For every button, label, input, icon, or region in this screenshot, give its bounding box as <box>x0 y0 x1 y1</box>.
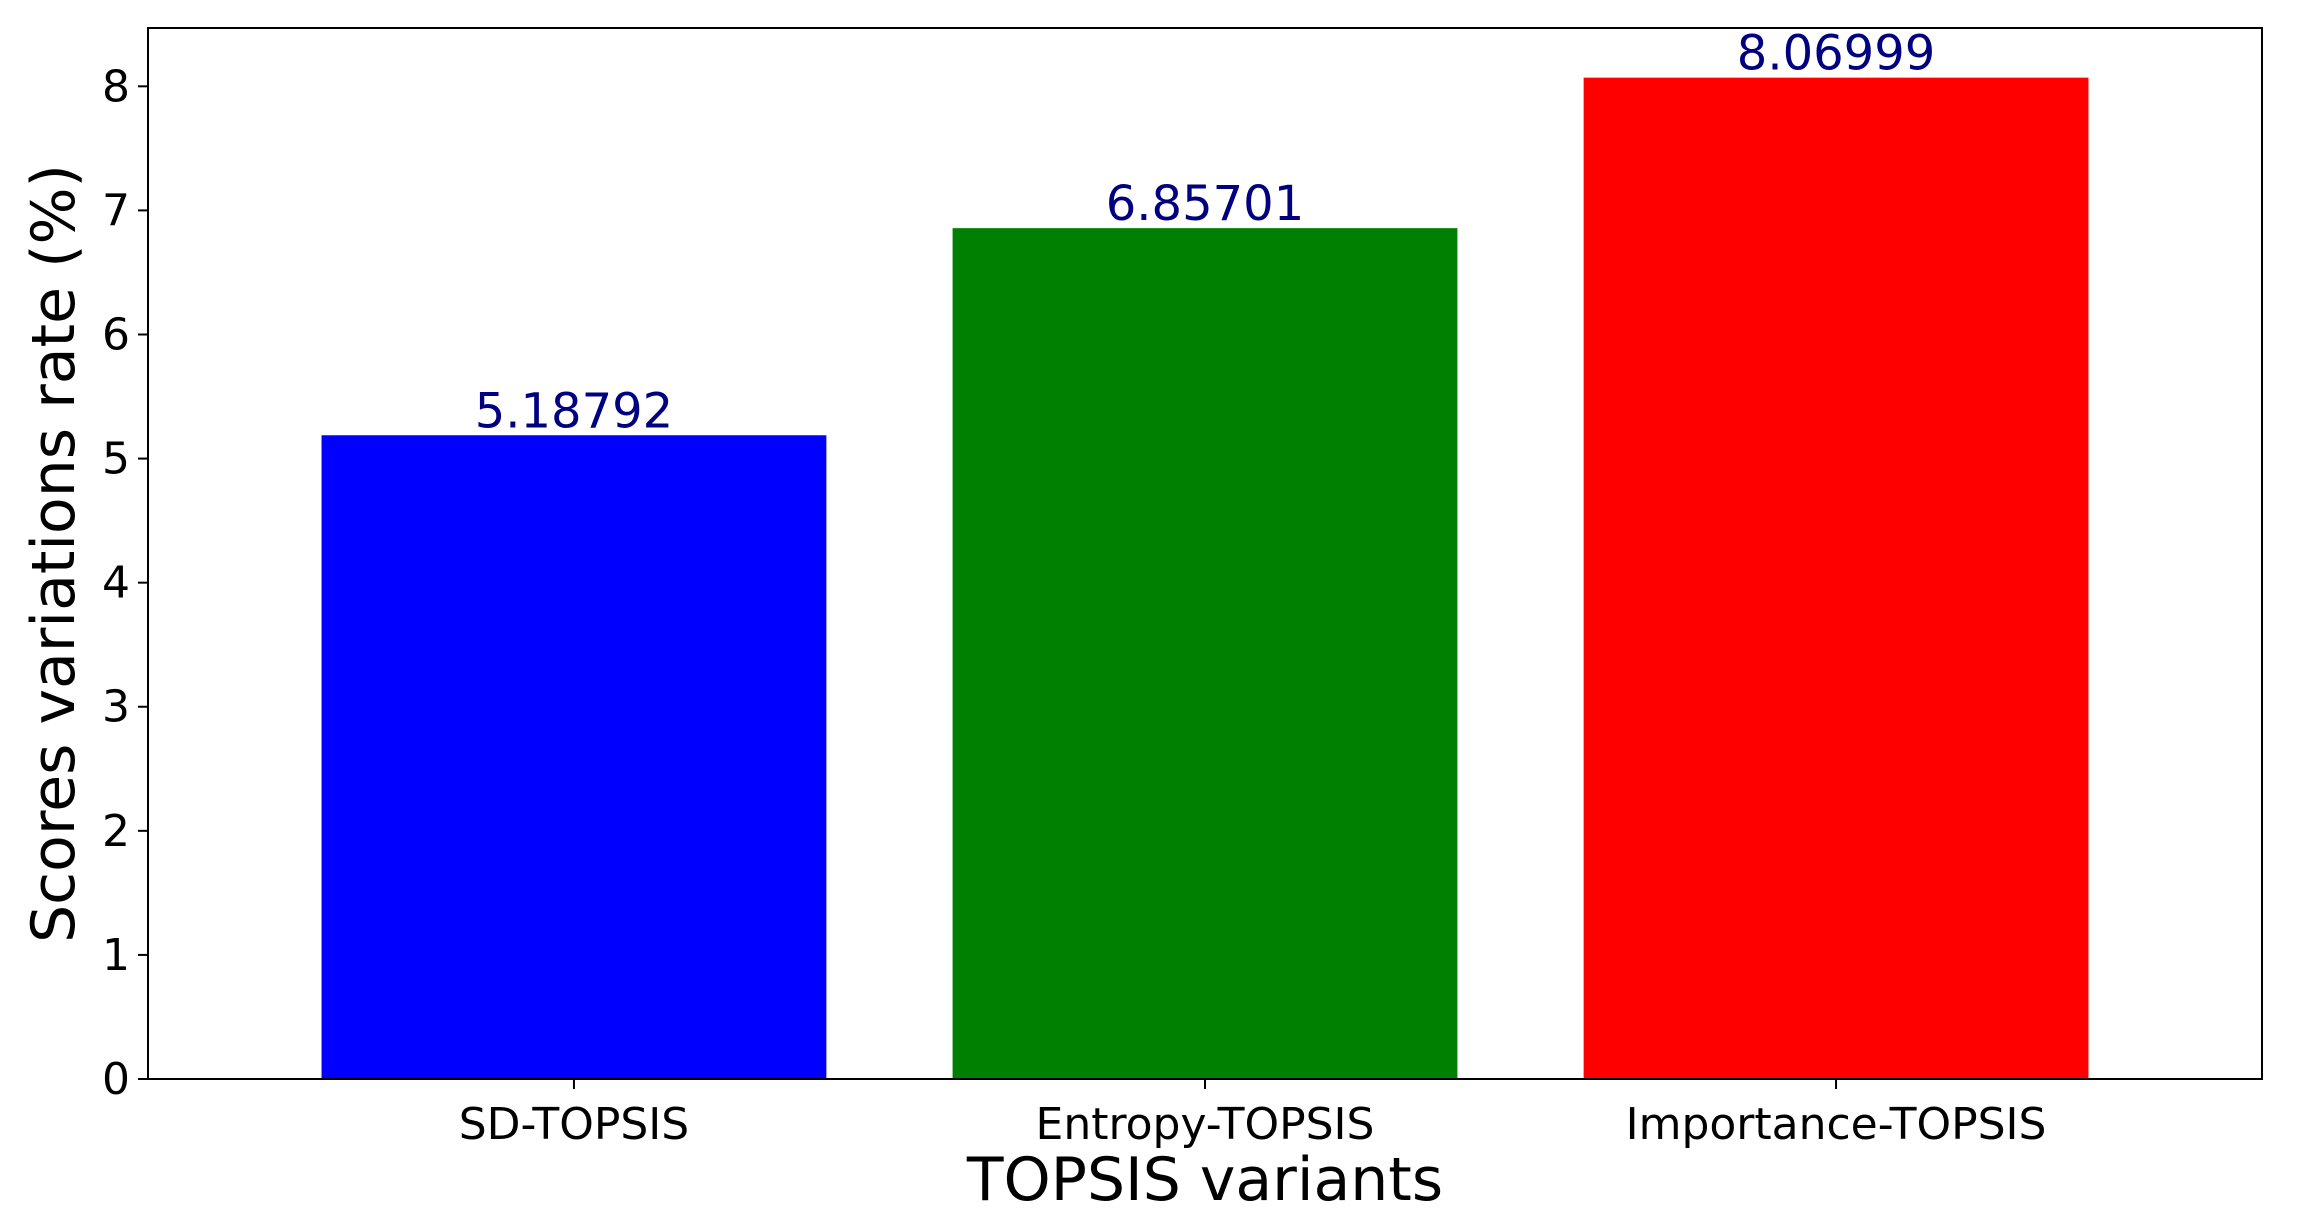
y-tick-label: 5 <box>102 434 130 485</box>
x-axis-title: TOPSIS variants <box>966 1145 1443 1215</box>
y-tick-label: 3 <box>102 682 130 733</box>
value-labels-group: 5.18792 6.85701 8.06999 <box>475 26 1936 440</box>
y-tick-label: 2 <box>102 806 130 857</box>
bar-value-label: 5.18792 <box>475 383 674 439</box>
bar-sd-topsis <box>321 435 827 1079</box>
x-axis-ticks: SD-TOPSIS Entropy-TOPSIS Importance-TOPSIS <box>459 1079 2047 1150</box>
y-tick-label: 8 <box>102 61 130 112</box>
bar-entropy-topsis <box>952 228 1458 1079</box>
bar-value-label: 8.06999 <box>1737 26 1936 82</box>
bars-group <box>321 77 2089 1079</box>
y-axis-ticks: 0 1 2 3 4 5 6 7 8 <box>102 61 148 1105</box>
x-tick-label: SD-TOPSIS <box>459 1099 690 1150</box>
bar-value-label: 6.85701 <box>1106 176 1305 232</box>
y-tick-label: 1 <box>102 930 130 981</box>
x-tick-label: Entropy-TOPSIS <box>1036 1099 1375 1150</box>
plot-frame <box>147 27 2263 1080</box>
y-tick-label: 4 <box>102 558 130 609</box>
y-tick-label: 0 <box>102 1054 130 1105</box>
y-axis-title: Scores variations rate (%) <box>19 164 89 943</box>
bar-importance-topsis <box>1583 77 2089 1079</box>
x-tick-label: Importance-TOPSIS <box>1626 1099 2047 1150</box>
y-tick-label: 7 <box>102 185 130 236</box>
y-tick-label: 6 <box>102 309 130 360</box>
